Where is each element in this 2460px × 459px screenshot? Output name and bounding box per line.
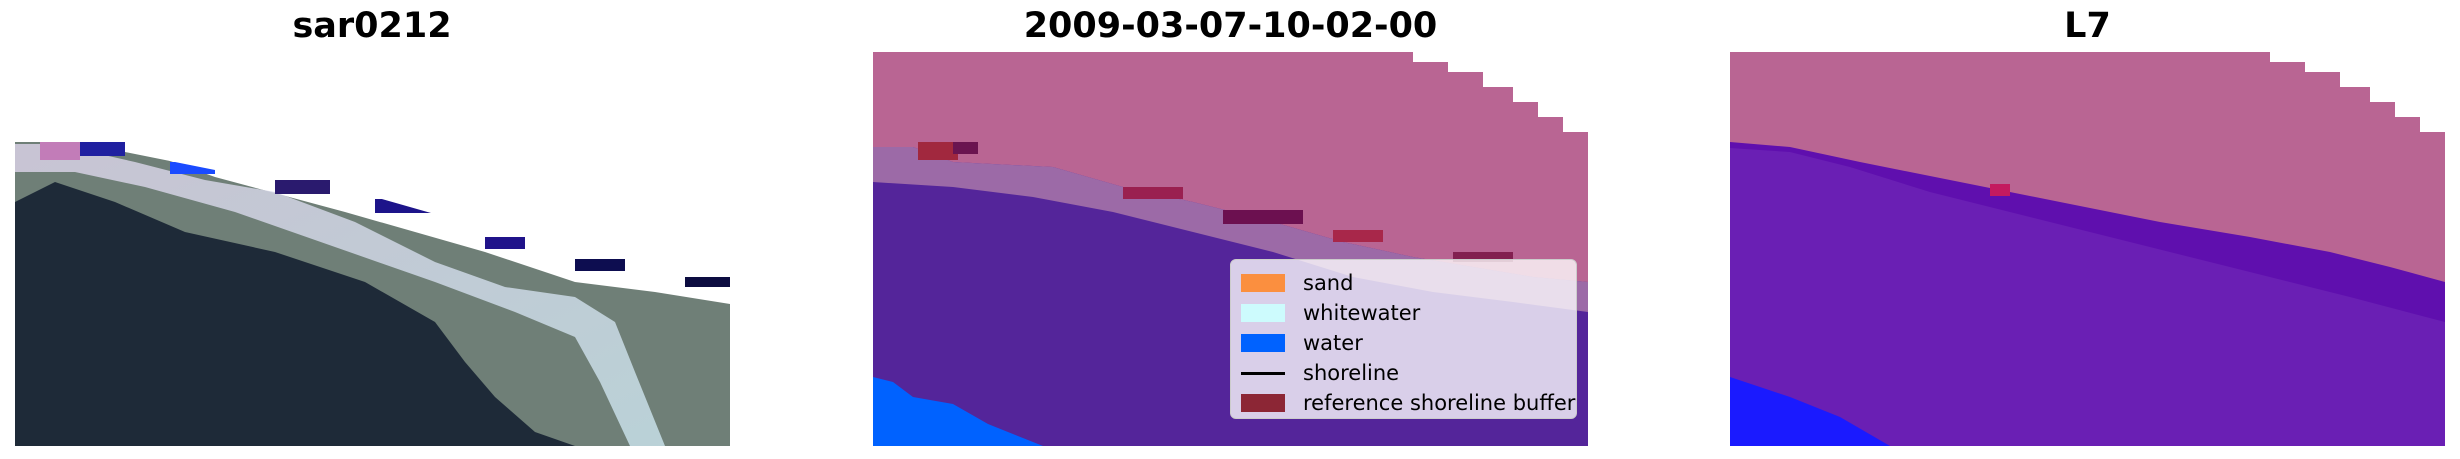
legend-swatch-sand: [1241, 274, 1285, 292]
legend-swatch-buffer: [1241, 394, 1285, 412]
legend-label-shoreline: shoreline: [1303, 361, 1400, 385]
legend-label-water: water: [1303, 331, 1363, 355]
legend-label-sand: sand: [1303, 271, 1354, 295]
legend-item-buffer: reference shoreline buffer: [1241, 388, 1575, 418]
legend-item-shoreline: shoreline: [1241, 358, 1399, 388]
legend-swatch-water: [1241, 334, 1285, 352]
legend-item-water: water: [1241, 328, 1363, 358]
satellite-image: [15, 52, 730, 446]
legend-item-whitewater: whitewater: [1241, 298, 1420, 328]
legend-label-buffer: reference shoreline buffer: [1303, 391, 1576, 415]
legend-item-sand: sand: [1241, 268, 1353, 298]
panel-title-rgb: sar0212: [292, 6, 452, 46]
l7-classification-image: [1730, 52, 2445, 446]
panel-title-classified: 2009-03-07-10-02-00: [1023, 6, 1438, 46]
legend-swatch-shoreline: [1241, 371, 1285, 375]
legend-label-whitewater: whitewater: [1303, 301, 1421, 325]
legend: sand whitewater water shoreline referenc…: [1230, 259, 1577, 419]
panel-title-l7: L7: [2064, 6, 2111, 46]
legend-swatch-whitewater: [1241, 304, 1285, 322]
